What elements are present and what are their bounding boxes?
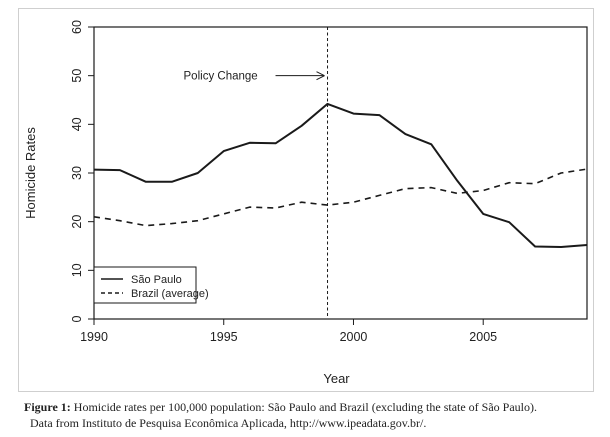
caption-line-2: Data from Instituto de Pesquisa Econômic… — [30, 416, 427, 430]
x-tick-label: 1990 — [80, 330, 108, 344]
legend-label: São Paulo — [131, 274, 182, 286]
chart-series — [93, 102, 588, 248]
caption-line-1: Homicide rates per 100,000 population: S… — [73, 400, 538, 414]
policy-change-label: Policy Change — [184, 71, 258, 83]
x-tick-label: 1995 — [210, 330, 238, 344]
y-tick-label: 30 — [70, 166, 84, 180]
x-axis-title: Year — [323, 371, 350, 386]
y-tick-label: 0 — [70, 315, 84, 322]
series-line-sao-paulo — [93, 102, 588, 248]
chart-legend: São Paulo Brazil (average) — [93, 266, 209, 304]
y-tick-label: 40 — [70, 117, 84, 131]
x-tick-label: 2000 — [340, 330, 368, 344]
arrow-head — [316, 71, 325, 81]
caption-label: Figure 1: — [24, 400, 71, 414]
legend-box — [93, 266, 197, 304]
chart-annotations: Policy Change — [184, 27, 329, 319]
chart-axes: 1990 1995 2000 2005 0 10 20 30 40 50 60 Year Homicid… — [23, 20, 588, 386]
y-axis-title: Homicide Rates — [23, 127, 38, 219]
figure-caption: Figure 1: Homicide rates per 100,000 pop… — [24, 399, 604, 431]
legend-label: Brazil (average) — [131, 288, 209, 300]
line-chart: 1990 1995 2000 2005 0 10 20 30 40 50 60 Year Homicid… — [23, 20, 588, 386]
figure-frame: 1990 1995 2000 2005 0 10 20 30 40 50 60 Year Homicid… — [18, 8, 594, 392]
y-tick-label: 50 — [70, 69, 84, 83]
y-tick-label: 60 — [70, 20, 84, 34]
y-tick-label: 20 — [70, 215, 84, 229]
y-tick-label: 10 — [70, 263, 84, 277]
series-line-brazil-average — [93, 168, 588, 227]
x-tick-label: 2005 — [469, 330, 497, 344]
